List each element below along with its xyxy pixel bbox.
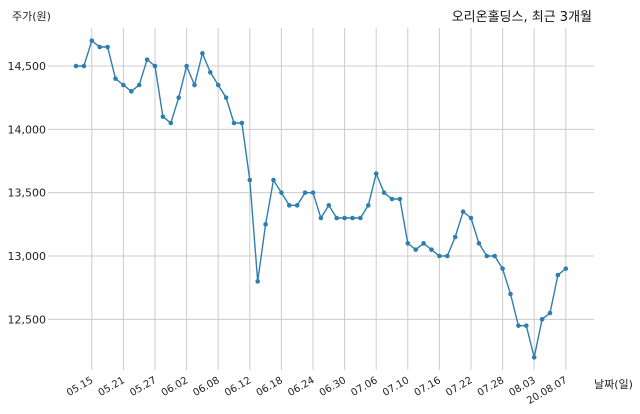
price-point bbox=[97, 44, 102, 50]
price-point bbox=[413, 247, 419, 252]
price-point bbox=[89, 38, 95, 43]
price-point bbox=[366, 203, 371, 208]
x-tick-label: 07.06 bbox=[349, 375, 379, 399]
x-tick-label: 06.08 bbox=[191, 375, 221, 399]
price-point bbox=[105, 44, 110, 50]
price-point bbox=[208, 70, 213, 75]
x-axis-label: 날짜(일) bbox=[594, 378, 633, 391]
x-tick-label: 05.21 bbox=[97, 375, 127, 399]
x-tick-label: 07.10 bbox=[381, 375, 411, 399]
price-point bbox=[563, 266, 569, 271]
y-axis-label: 주가(원) bbox=[12, 10, 51, 23]
price-point bbox=[421, 241, 426, 246]
price-point bbox=[160, 114, 166, 119]
price-point bbox=[255, 279, 260, 284]
price-point bbox=[247, 177, 253, 183]
price-point bbox=[547, 310, 553, 316]
price-point bbox=[524, 323, 529, 328]
price-point bbox=[476, 241, 482, 246]
price-point bbox=[184, 63, 189, 69]
chart-title: 오리온홀딩스, 최근 3개월 bbox=[451, 10, 592, 25]
x-tick-label: 07.16 bbox=[413, 375, 443, 399]
x-tick-label: 06.30 bbox=[318, 375, 348, 399]
y-tick-label: 12,500 bbox=[8, 313, 47, 326]
y-tick-label: 14,000 bbox=[8, 123, 47, 136]
y-tick-label: 13,500 bbox=[8, 187, 47, 200]
price-point bbox=[326, 203, 332, 208]
price-point bbox=[113, 76, 118, 81]
price-point bbox=[342, 215, 347, 221]
price-point bbox=[302, 190, 308, 195]
price-point bbox=[271, 177, 276, 183]
price-point bbox=[239, 120, 245, 126]
price-line bbox=[76, 39, 567, 358]
price-point bbox=[531, 355, 537, 360]
price-point bbox=[381, 190, 387, 195]
price-point bbox=[350, 215, 355, 221]
price-point bbox=[294, 203, 300, 208]
x-tick-label: 06.24 bbox=[286, 375, 316, 399]
price-point bbox=[460, 209, 466, 214]
price-point bbox=[405, 241, 411, 246]
price-point bbox=[73, 63, 79, 69]
x-tick-label: 05.27 bbox=[128, 375, 158, 399]
price-point bbox=[334, 215, 340, 221]
price-point bbox=[492, 253, 498, 259]
price-point bbox=[200, 51, 205, 56]
price-point bbox=[445, 253, 450, 259]
price-point bbox=[144, 57, 150, 62]
price-point bbox=[121, 82, 126, 88]
price-point bbox=[192, 82, 197, 88]
price-point bbox=[468, 215, 474, 221]
price-point bbox=[176, 95, 181, 100]
x-tick-label: 06.02 bbox=[160, 375, 190, 399]
price-point bbox=[452, 234, 458, 240]
price-point bbox=[516, 323, 521, 328]
price-point bbox=[310, 190, 316, 195]
price-point bbox=[555, 272, 561, 278]
y-tick-label: 14,500 bbox=[8, 60, 47, 73]
x-tick-label: 07.22 bbox=[444, 375, 474, 399]
y-tick-label: 13,000 bbox=[8, 250, 47, 263]
price-point bbox=[484, 253, 490, 259]
price-point bbox=[429, 247, 434, 252]
price-point bbox=[152, 63, 158, 69]
price-point bbox=[279, 190, 284, 195]
price-point bbox=[129, 89, 134, 94]
price-point bbox=[437, 253, 442, 259]
price-point bbox=[397, 196, 403, 202]
x-tick-label: 07.28 bbox=[476, 375, 506, 399]
price-point bbox=[168, 120, 174, 126]
price-point bbox=[358, 215, 363, 221]
price-point bbox=[287, 203, 292, 208]
price-point bbox=[539, 317, 545, 322]
price-point bbox=[389, 196, 395, 202]
price-point bbox=[318, 215, 324, 221]
price-point bbox=[81, 63, 87, 69]
x-tick-label: 06.12 bbox=[223, 375, 253, 399]
price-point bbox=[231, 120, 237, 126]
x-tick-label: 06.18 bbox=[255, 375, 285, 399]
price-point bbox=[508, 291, 513, 297]
price-point bbox=[215, 82, 221, 88]
price-point bbox=[263, 222, 268, 227]
price-point bbox=[136, 82, 142, 88]
price-point bbox=[223, 95, 229, 100]
price-point bbox=[373, 171, 379, 176]
price-point bbox=[500, 266, 505, 271]
x-tick-label: 05.15 bbox=[65, 375, 95, 399]
